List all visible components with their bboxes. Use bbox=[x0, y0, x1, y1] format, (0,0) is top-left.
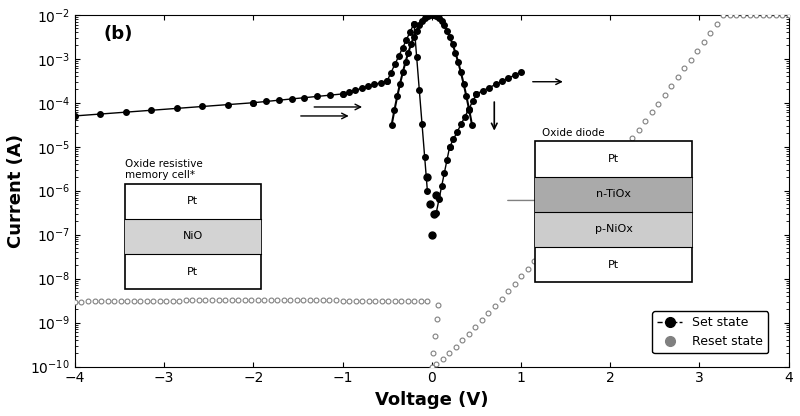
Legend: Set state, Reset state: Set state, Reset state bbox=[652, 311, 768, 353]
Bar bbox=[535, 177, 692, 212]
Text: n-TiOx: n-TiOx bbox=[596, 189, 631, 199]
Bar bbox=[125, 219, 261, 254]
Bar bbox=[535, 212, 692, 247]
Text: Oxide diode: Oxide diode bbox=[542, 128, 605, 138]
Text: NiO: NiO bbox=[182, 231, 203, 241]
Bar bbox=[535, 141, 692, 282]
Text: Pt: Pt bbox=[187, 196, 198, 206]
Text: Pt: Pt bbox=[187, 267, 198, 277]
Y-axis label: Current (A): Current (A) bbox=[7, 134, 25, 248]
Text: p-NiOx: p-NiOx bbox=[595, 224, 633, 234]
Bar bbox=[125, 183, 261, 289]
Text: (b): (b) bbox=[103, 25, 133, 43]
Text: Oxide resistive
memory cell*: Oxide resistive memory cell* bbox=[125, 158, 202, 180]
Text: Pt: Pt bbox=[608, 154, 619, 164]
X-axis label: Voltage (V): Voltage (V) bbox=[375, 391, 489, 409]
Text: Pt: Pt bbox=[608, 260, 619, 270]
